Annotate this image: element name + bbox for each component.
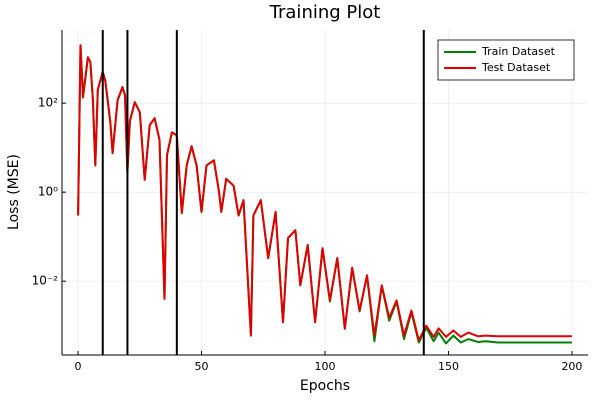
y-axis-label: Loss (MSE): [6, 154, 22, 230]
x-tick-label: 0: [75, 360, 82, 373]
legend-box: [437, 39, 575, 81]
y-tick-label: 10⁰: [38, 185, 58, 199]
x-tick-label: 200: [561, 360, 582, 373]
x-tick-label: 150: [438, 360, 459, 373]
x-tick-label: 100: [315, 360, 336, 373]
x-axis-label: Epochs: [300, 378, 350, 394]
legend-label: Test Dataset: [481, 61, 551, 74]
chart-title: Training Plot: [269, 2, 381, 23]
legend-label: Train Dataset: [481, 45, 556, 58]
series-line: [77, 44, 572, 342]
y-tick-label: 10⁻²: [32, 274, 59, 288]
y-tick-label: 10²: [38, 96, 58, 110]
x-tick-label: 50: [195, 360, 209, 373]
